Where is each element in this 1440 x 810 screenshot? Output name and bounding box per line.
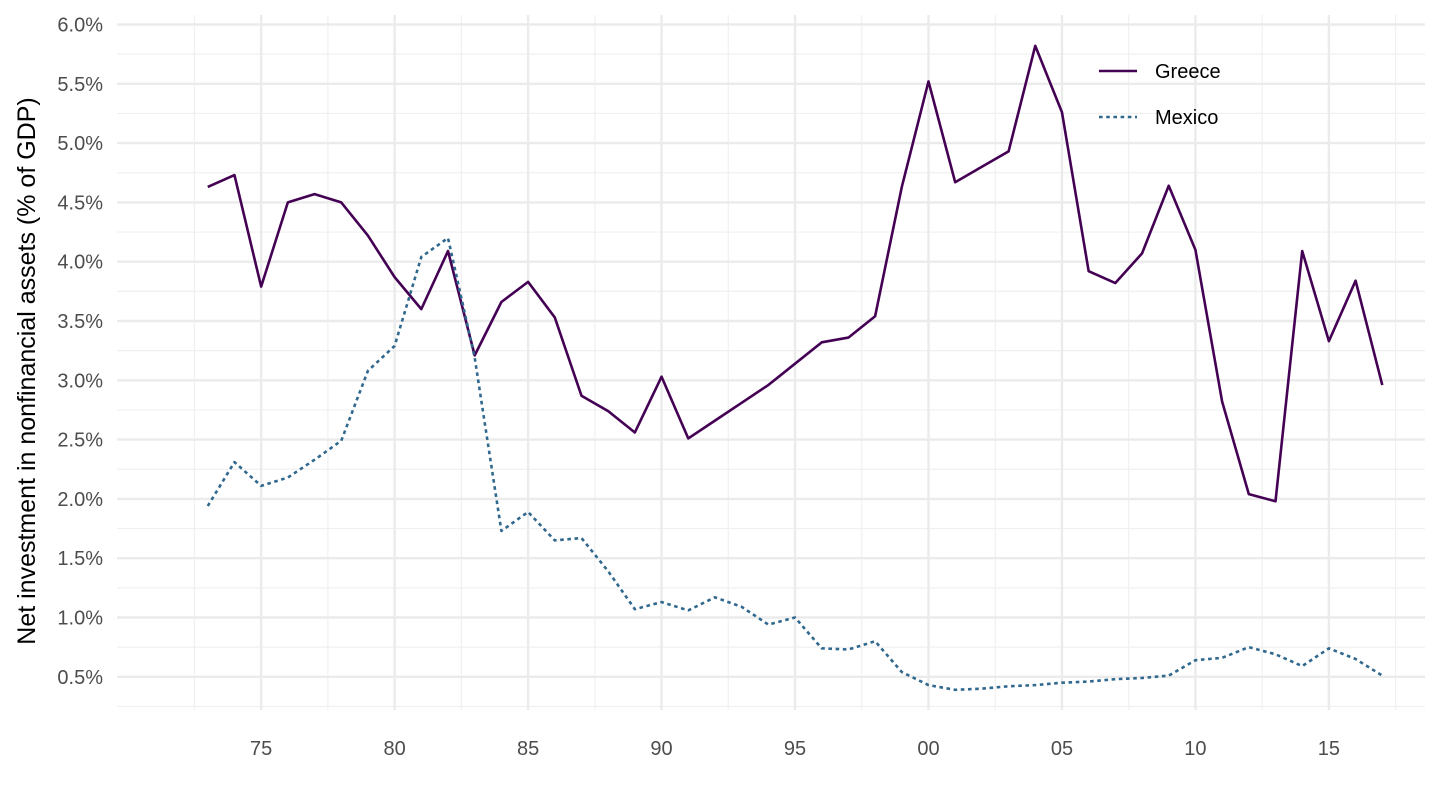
y-tick-label: 4.0% <box>57 252 103 274</box>
y-tick-label: 3.0% <box>57 370 103 392</box>
x-tick-label: 95 <box>784 738 806 760</box>
x-tick-label: 90 <box>650 738 672 760</box>
major-gridlines <box>117 15 1425 710</box>
minor-gridlines <box>117 15 1425 710</box>
y-tick-label: 1.5% <box>57 548 103 570</box>
series-lines <box>206 44 1384 692</box>
y-tick-label: 2.0% <box>57 489 103 511</box>
y-tick-label: 6.0% <box>57 14 103 36</box>
y-axis-title: Net investment in nonfinancial assets (%… <box>13 97 41 644</box>
x-tick-label: 15 <box>1318 738 1340 760</box>
y-tick-label: 5.0% <box>57 133 103 155</box>
x-axis-tick-labels: 75 80 85 90 95 00 05 10 15 <box>250 738 1340 760</box>
data-point <box>1087 680 1089 682</box>
y-tick-label: 2.5% <box>57 430 103 452</box>
x-tick-label: 00 <box>917 738 939 760</box>
x-tick-label: 10 <box>1184 738 1206 760</box>
data-point <box>1274 653 1276 655</box>
y-tick-label: 3.5% <box>57 311 103 333</box>
y-axis-tick-labels: 0.5% 1.0% 1.5% 2.0% 2.5% 3.0% 3.5% 4.0% 4.5% 5.0%… <box>57 14 103 688</box>
data-point <box>874 640 876 642</box>
series-line-mexico <box>206 236 1383 692</box>
x-tick-label: 05 <box>1051 738 1073 760</box>
data-point <box>1007 685 1009 687</box>
y-tick-label: 5.5% <box>57 74 103 96</box>
y-tick-label: 4.5% <box>57 192 103 214</box>
legend-label-mexico: Mexico <box>1155 107 1218 129</box>
legend: Greece Mexico <box>1099 61 1221 129</box>
y-tick-label: 0.5% <box>57 667 103 689</box>
legend-label-greece: Greece <box>1155 61 1221 83</box>
x-tick-label: 80 <box>383 738 405 760</box>
data-point <box>847 648 849 650</box>
y-tick-label: 1.0% <box>57 607 103 629</box>
series-line-greece <box>207 44 1384 503</box>
x-tick-label: 85 <box>517 738 539 760</box>
x-tick-label: 75 <box>250 738 272 760</box>
